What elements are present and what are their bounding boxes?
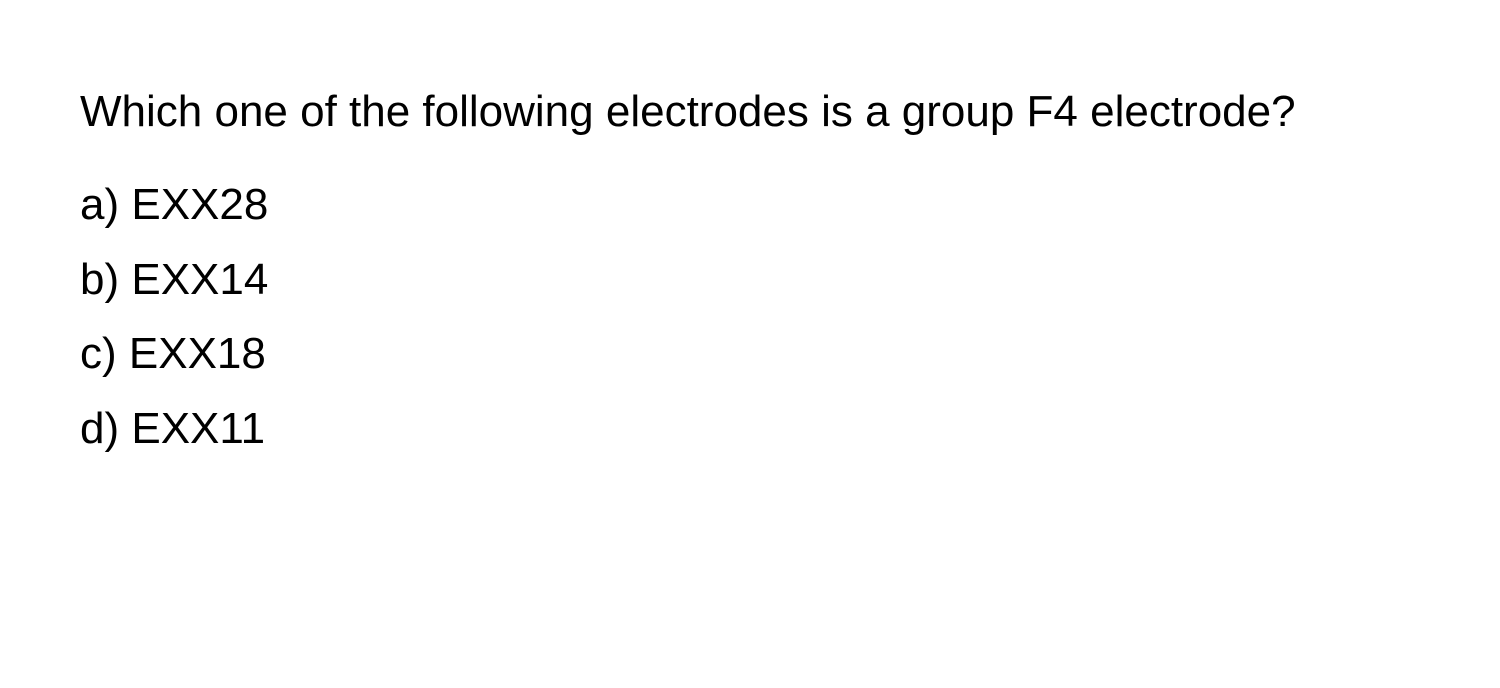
option-value: EXX18 bbox=[129, 329, 266, 378]
option-label: d) bbox=[80, 404, 119, 453]
option-value: EXX28 bbox=[131, 180, 268, 229]
option-b: b) EXX14 bbox=[80, 243, 1420, 318]
option-c: c) EXX18 bbox=[80, 317, 1420, 392]
option-value: EXX11 bbox=[131, 404, 265, 453]
option-value: EXX14 bbox=[131, 255, 268, 304]
option-label: c) bbox=[80, 329, 117, 378]
question-container: Which one of the following electrodes is… bbox=[80, 75, 1420, 467]
option-a: a) EXX28 bbox=[80, 168, 1420, 243]
option-label: a) bbox=[80, 180, 119, 229]
option-label: b) bbox=[80, 255, 119, 304]
option-d: d) EXX11 bbox=[80, 392, 1420, 467]
question-prompt: Which one of the following electrodes is… bbox=[80, 75, 1420, 150]
